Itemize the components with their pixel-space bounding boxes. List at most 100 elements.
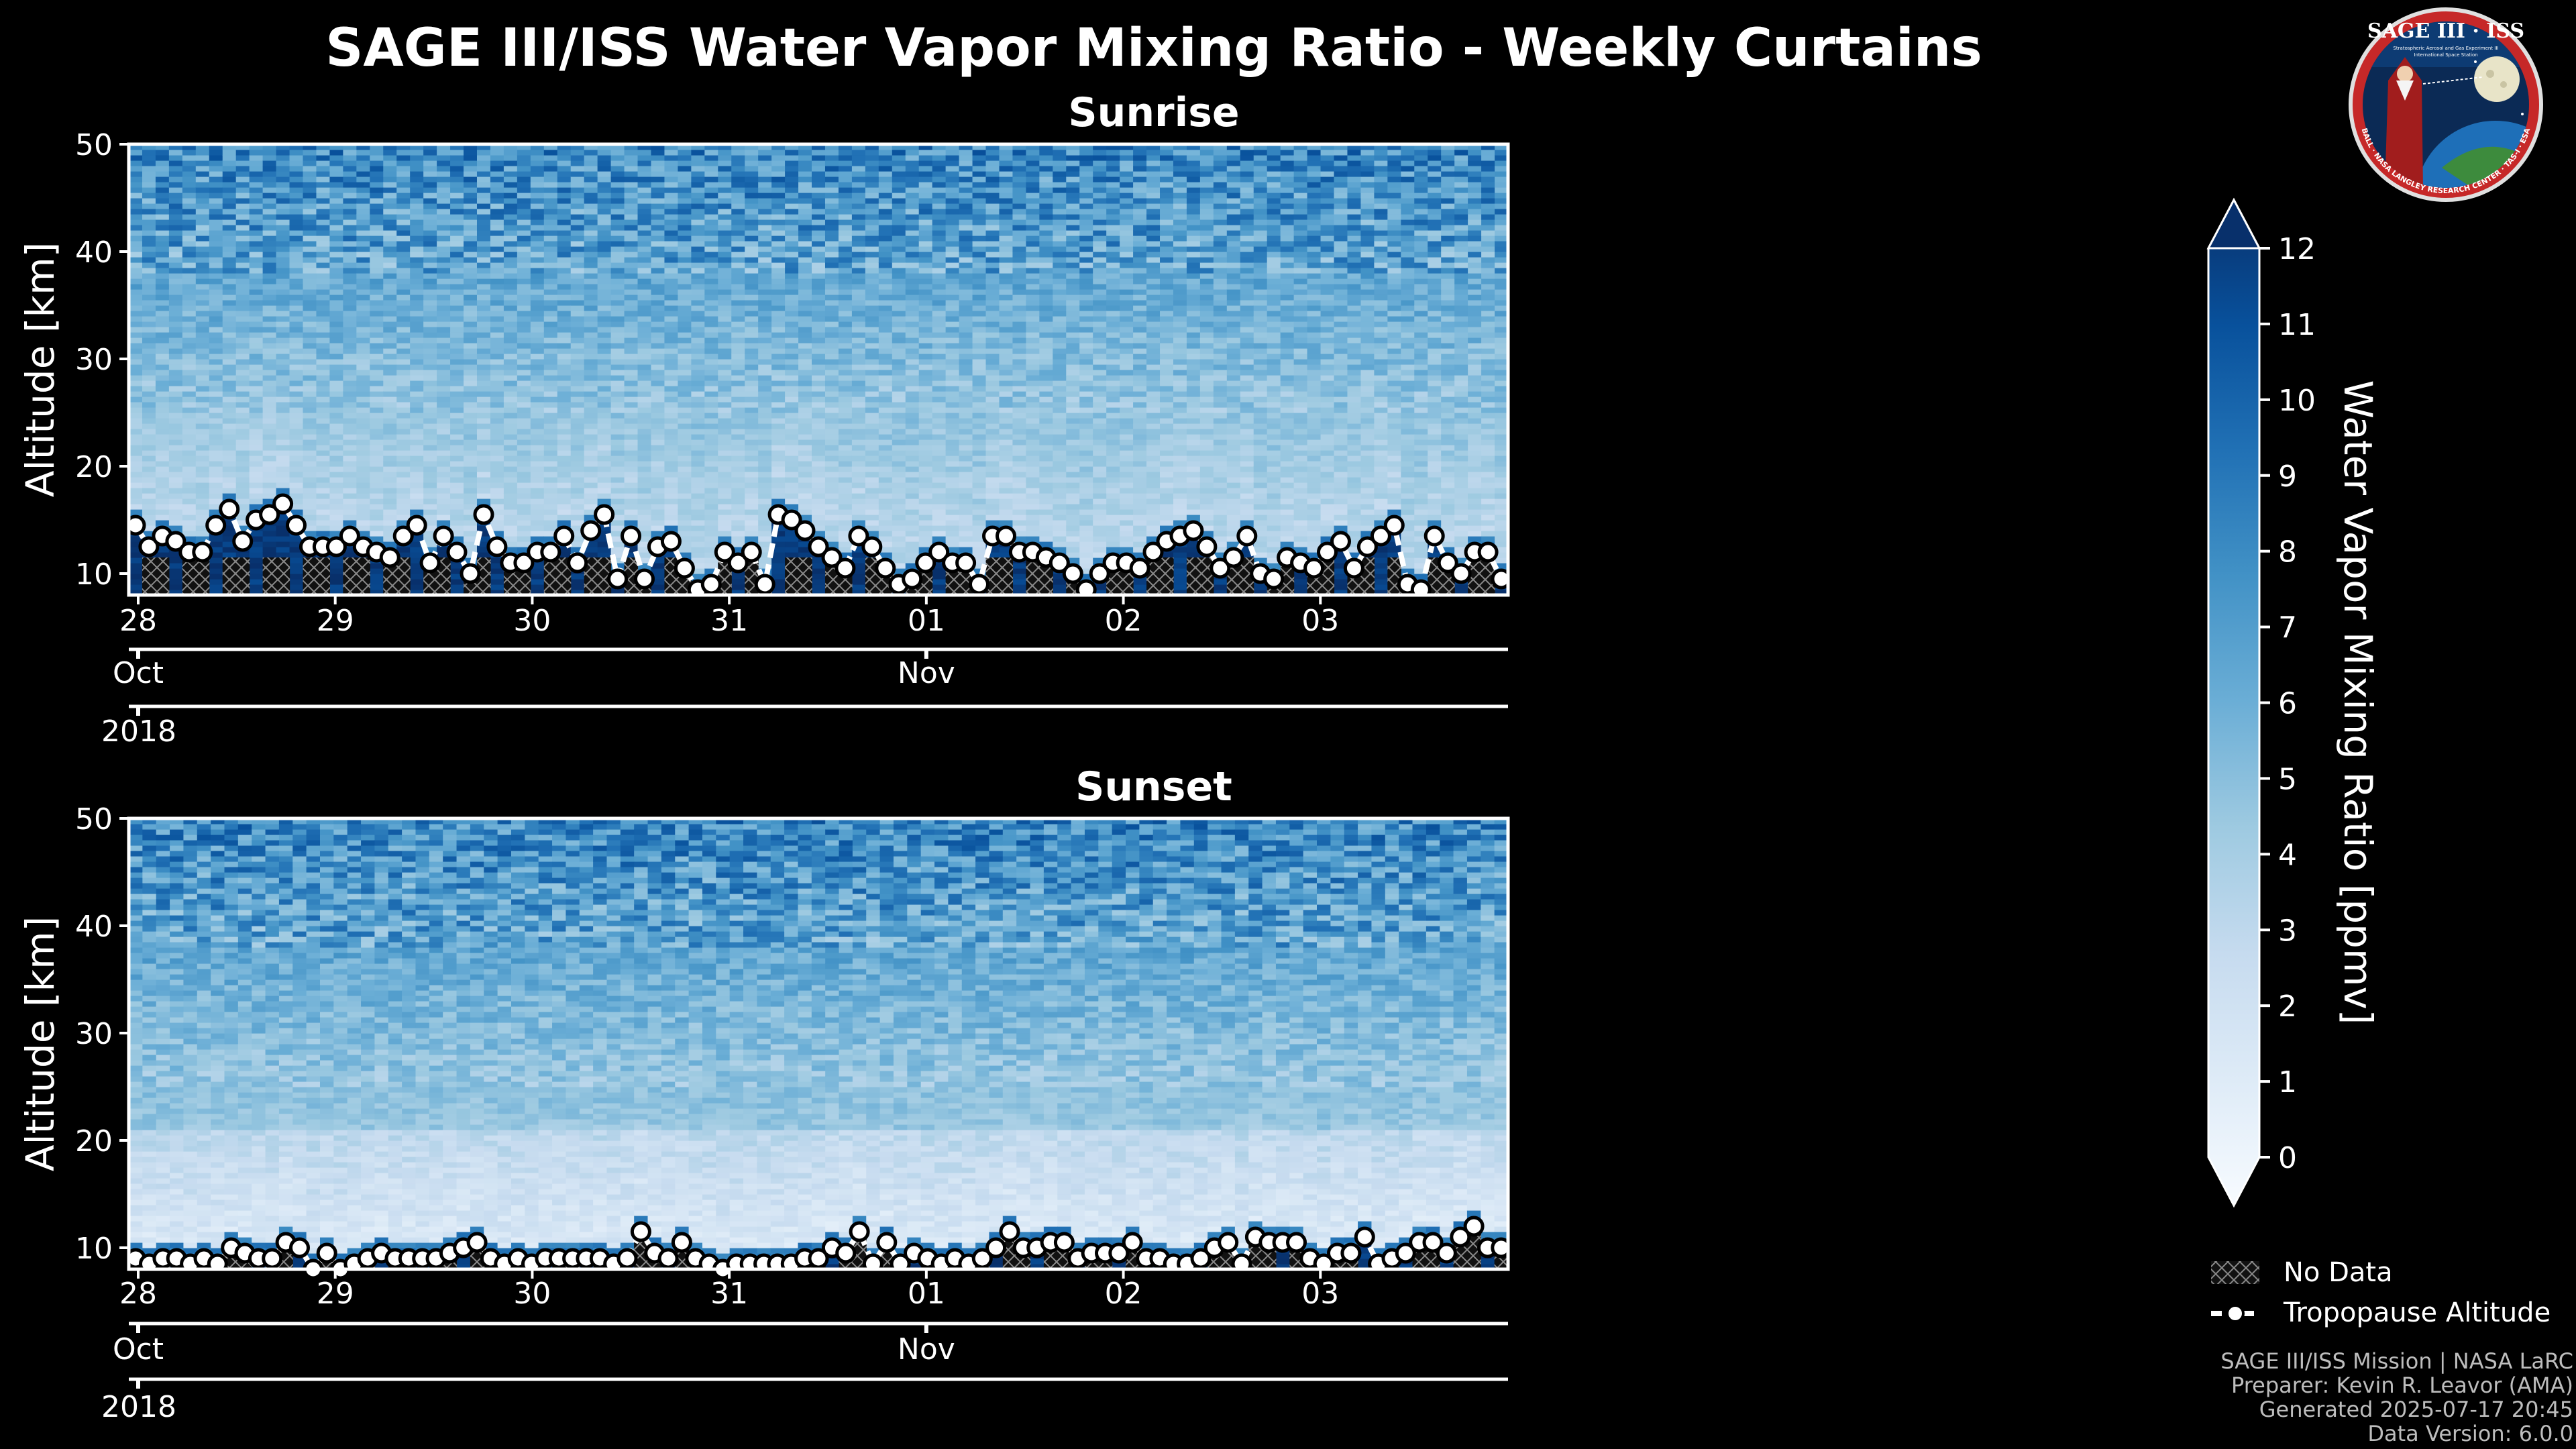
heatmap-cell bbox=[678, 359, 692, 365]
heatmap-cell bbox=[209, 160, 223, 166]
heatmap-cell bbox=[570, 488, 585, 494]
heatmap-cell bbox=[570, 337, 585, 343]
heatmap-cell bbox=[812, 563, 826, 569]
heatmap-cell bbox=[410, 262, 424, 268]
heatmap-cell bbox=[356, 472, 370, 478]
heatmap-cell bbox=[878, 396, 893, 402]
heatmap-cell bbox=[718, 402, 732, 408]
heatmap-cell bbox=[785, 273, 799, 279]
heatmap-cell bbox=[329, 311, 343, 317]
heatmap-cell bbox=[209, 171, 223, 177]
heatmap-cell bbox=[878, 439, 893, 445]
heatmap-cell bbox=[410, 150, 424, 156]
heatmap-cell bbox=[476, 547, 491, 553]
heatmap-cell bbox=[490, 568, 504, 574]
heatmap-cell bbox=[691, 300, 705, 306]
heatmap-cell bbox=[370, 482, 384, 488]
heatmap-cell bbox=[851, 455, 866, 462]
heatmap-cell bbox=[450, 520, 464, 526]
heatmap-cell bbox=[155, 268, 170, 274]
heatmap-cell bbox=[396, 482, 411, 488]
heatmap-cell bbox=[905, 284, 920, 290]
heatmap-cell bbox=[865, 504, 879, 510]
heatmap-cell bbox=[678, 321, 692, 327]
heatmap-cell bbox=[584, 294, 598, 301]
heatmap-cell bbox=[195, 160, 210, 166]
heatmap-cell bbox=[758, 214, 772, 220]
heatmap-cell bbox=[396, 402, 411, 408]
heatmap-cell bbox=[731, 155, 745, 161]
heatmap-cell bbox=[570, 144, 585, 150]
heatmap-cell bbox=[878, 300, 893, 306]
heatmap-cell bbox=[812, 209, 826, 215]
heatmap-cell bbox=[423, 176, 437, 182]
heatmap-cell bbox=[437, 150, 451, 156]
heatmap-cell bbox=[276, 472, 290, 478]
heatmap-cell bbox=[276, 316, 290, 322]
heatmap-cell bbox=[718, 150, 732, 156]
heatmap-cell bbox=[464, 176, 478, 182]
heatmap-cell bbox=[543, 278, 558, 284]
heatmap-cell bbox=[303, 262, 317, 268]
heatmap-cell bbox=[678, 525, 692, 531]
heatmap-cell bbox=[624, 439, 639, 445]
heatmap-cell bbox=[437, 193, 451, 199]
heatmap-cell bbox=[476, 439, 491, 445]
heatmap-cell bbox=[624, 429, 639, 435]
heatmap-cell bbox=[370, 461, 384, 467]
heatmap-cell bbox=[303, 531, 317, 537]
heatmap-cell bbox=[812, 455, 826, 462]
heatmap-cell bbox=[704, 289, 718, 295]
heatmap-cell bbox=[289, 348, 304, 354]
heatmap-cell bbox=[142, 171, 156, 177]
heatmap-cell bbox=[812, 225, 826, 231]
heatmap-cell bbox=[222, 472, 237, 478]
heatmap-cell bbox=[637, 493, 652, 499]
heatmap-cell bbox=[785, 418, 799, 424]
heatmap-cell bbox=[155, 402, 170, 408]
heatmap-cell bbox=[798, 418, 812, 424]
heatmap-cell bbox=[450, 300, 464, 306]
heatmap-cell bbox=[704, 482, 718, 488]
heatmap-cell bbox=[812, 579, 826, 585]
heatmap-cell bbox=[410, 466, 424, 472]
heatmap-cell bbox=[343, 176, 357, 182]
heatmap-cell bbox=[543, 450, 558, 456]
heatmap-cell bbox=[851, 278, 866, 284]
heatmap-cell bbox=[503, 246, 518, 252]
heatmap-cell bbox=[731, 214, 745, 220]
heatmap-cell bbox=[276, 488, 290, 494]
heatmap-cell bbox=[464, 182, 478, 188]
heatmap-cell bbox=[329, 209, 343, 215]
heatmap-cell bbox=[517, 402, 531, 408]
heatmap-cell bbox=[678, 509, 692, 515]
heatmap-cell bbox=[530, 193, 545, 199]
heatmap-cell bbox=[691, 316, 705, 322]
heatmap-cell bbox=[570, 187, 585, 193]
heatmap-cell bbox=[262, 176, 277, 182]
heatmap-cell bbox=[918, 455, 933, 462]
heatmap-cell bbox=[865, 176, 879, 182]
heatmap-cell bbox=[209, 300, 223, 306]
heatmap-cell bbox=[155, 429, 170, 435]
heatmap-cell bbox=[129, 509, 143, 515]
heatmap-cell bbox=[731, 268, 745, 274]
heatmap-cell bbox=[798, 359, 812, 365]
heatmap-cell bbox=[824, 531, 839, 537]
heatmap-cell bbox=[517, 466, 531, 472]
heatmap-cell bbox=[543, 439, 558, 445]
heatmap-cell bbox=[678, 144, 692, 150]
heatmap-cell bbox=[182, 402, 197, 408]
heatmap-cell bbox=[758, 150, 772, 156]
heatmap-cell bbox=[168, 359, 183, 365]
heatmap-cell bbox=[370, 268, 384, 274]
heatmap-cell bbox=[543, 305, 558, 311]
heatmap-cell bbox=[664, 509, 679, 515]
heatmap-cell bbox=[517, 348, 531, 354]
heatmap-cell bbox=[678, 450, 692, 456]
heatmap-cell bbox=[262, 321, 277, 327]
heatmap-cell bbox=[704, 531, 718, 537]
heatmap-cell bbox=[303, 498, 317, 504]
heatmap-cell bbox=[610, 418, 625, 424]
heatmap-cell bbox=[370, 160, 384, 166]
